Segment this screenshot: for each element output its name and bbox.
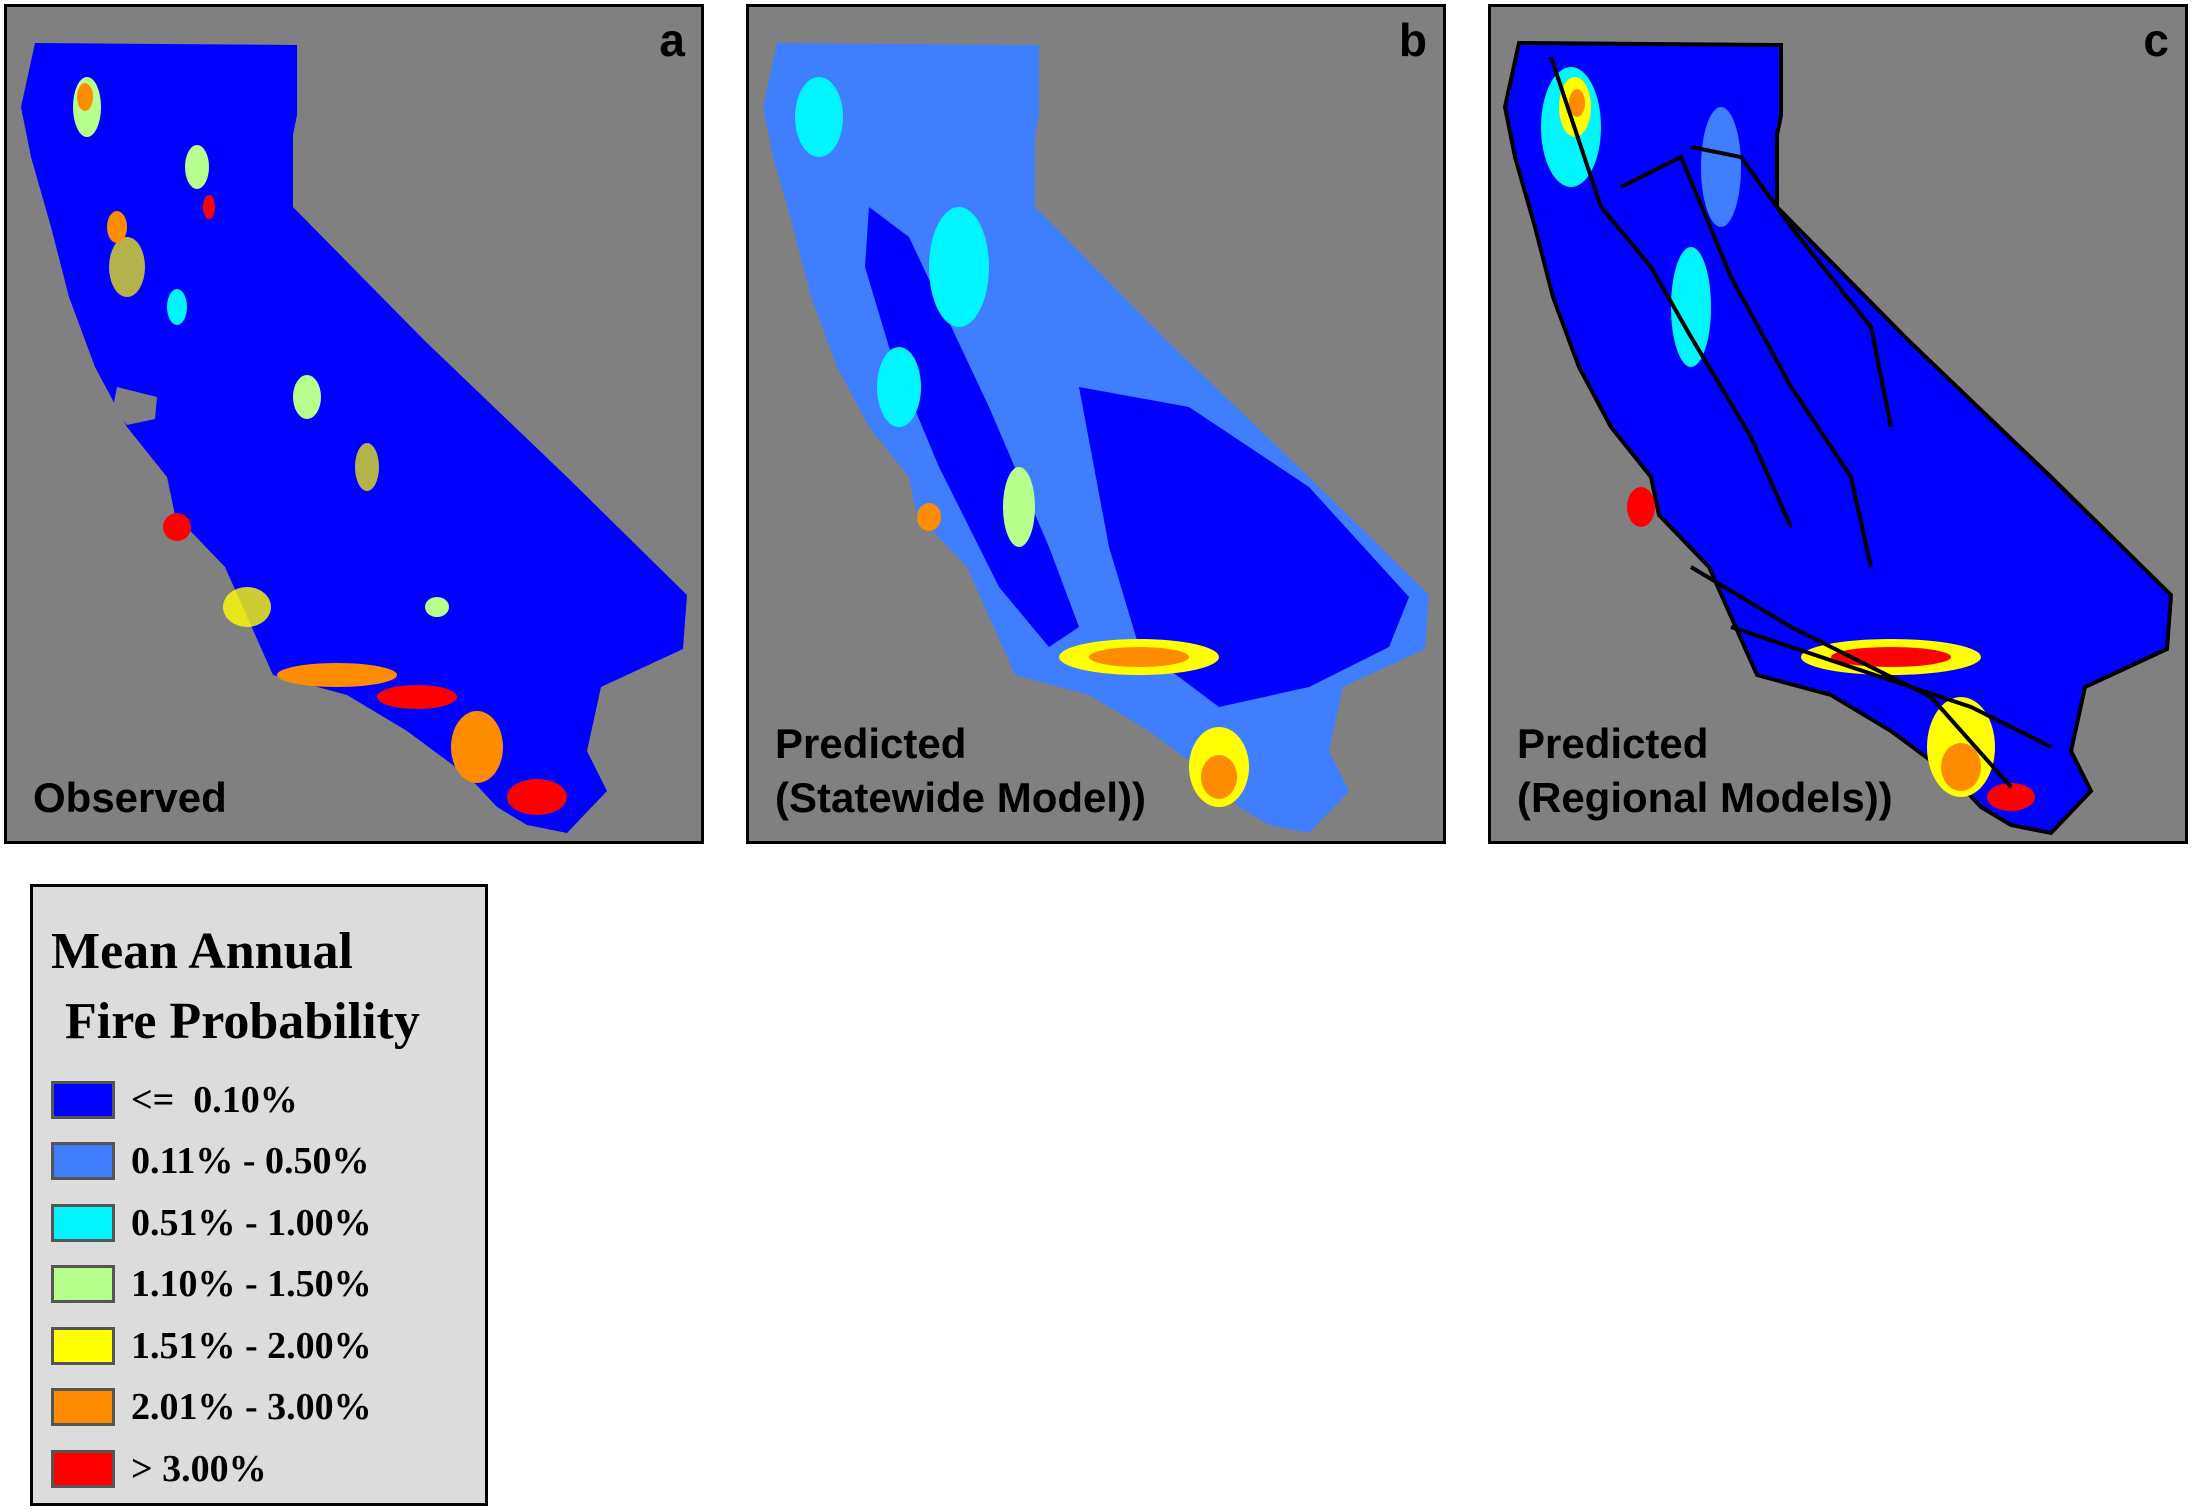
- panel-caption: Observed: [33, 771, 227, 825]
- legend-swatch: [51, 1080, 115, 1119]
- california-map-observed: [21, 43, 687, 833]
- panel-letter: b: [1398, 14, 1427, 66]
- legend-label: 0.51% - 1.00%: [131, 1201, 372, 1244]
- legend-label: > 3.00%: [131, 1447, 267, 1490]
- panel-letter: a: [659, 14, 685, 66]
- panel-caption: Predicted (Regional Models)): [1517, 717, 1893, 825]
- legend-label: 1.10% - 1.50%: [131, 1263, 372, 1306]
- legend-swatch: [51, 1142, 115, 1181]
- legend-swatch: [51, 1326, 115, 1365]
- fire-hotspots-statewide: [795, 77, 1249, 807]
- map-legend: Mean Annual Fire Probability <= 0.10% 0.…: [30, 884, 488, 1506]
- fire-hotspots-regional: [1541, 67, 2035, 811]
- california-landmass: [1502, 40, 2174, 836]
- legend-swatch: [51, 1265, 115, 1304]
- legend-title: Mean Annual Fire Probability: [51, 917, 420, 1057]
- legend-item: 0.51% - 1.00%: [51, 1192, 372, 1254]
- caption-line-1: Observed: [33, 774, 227, 821]
- legend-item: 0.11% - 0.50%: [51, 1131, 372, 1193]
- map-panel-observed: a Observed: [4, 4, 704, 844]
- legend-item: > 3.00%: [51, 1438, 372, 1500]
- legend-item: 1.51% - 2.00%: [51, 1315, 372, 1377]
- legend-title-line-2: Fire Probability: [65, 993, 420, 1050]
- map-panel-regional: c Predicted (Regional Models)): [1488, 4, 2188, 844]
- caption-line-2: (Statewide Model)): [775, 774, 1147, 821]
- california-map-regional: [1502, 40, 2174, 836]
- ecoregion-boundaries: [1549, 56, 2052, 789]
- map-panel-statewide: b Predicted (Statewide Model)): [746, 4, 1446, 844]
- legend-item: <= 0.10%: [51, 1069, 372, 1131]
- panel-caption: Predicted (Statewide Model)): [775, 717, 1146, 825]
- sf-bay: [113, 387, 157, 425]
- california-landmass: [21, 43, 687, 833]
- legend-items: <= 0.10% 0.11% - 0.50% 0.51% - 1.00% 1.1…: [51, 1069, 372, 1500]
- legend-label: <= 0.10%: [131, 1078, 298, 1121]
- caption-line-2: (Regional Models)): [1517, 774, 1893, 821]
- eastern-region: [1079, 387, 1409, 707]
- legend-title-line-1: Mean Annual: [51, 923, 353, 980]
- legend-swatch: [51, 1449, 115, 1488]
- caption-line-1: Predicted: [775, 720, 967, 767]
- legend-swatch: [51, 1388, 115, 1427]
- panel-letter: c: [2143, 14, 2169, 66]
- fire-hotspots-observed: [73, 77, 567, 815]
- legend-item: 1.10% - 1.50%: [51, 1254, 372, 1316]
- legend-swatch: [51, 1203, 115, 1242]
- legend-item: 2.01% - 3.00%: [51, 1377, 372, 1439]
- legend-label: 0.11% - 0.50%: [131, 1140, 370, 1183]
- caption-line-1: Predicted: [1517, 720, 1709, 767]
- california-map-statewide: [763, 43, 1429, 833]
- legend-label: 1.51% - 2.00%: [131, 1324, 372, 1367]
- legend-label: 2.01% - 3.00%: [131, 1386, 372, 1429]
